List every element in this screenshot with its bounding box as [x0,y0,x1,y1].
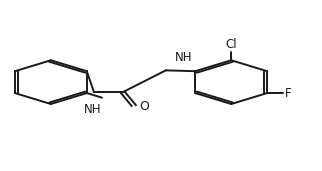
Text: NH: NH [175,51,193,64]
Text: Cl: Cl [225,38,237,51]
Text: F: F [285,87,291,100]
Text: O: O [140,100,149,113]
Text: NH: NH [84,103,101,116]
